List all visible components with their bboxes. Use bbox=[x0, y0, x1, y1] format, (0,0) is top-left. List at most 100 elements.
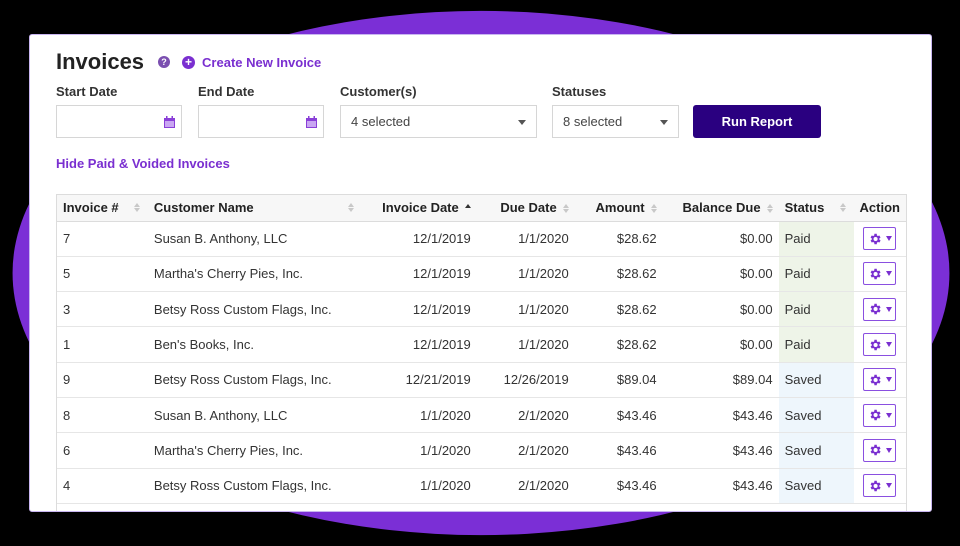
action-cell bbox=[853, 291, 906, 328]
action-cell bbox=[853, 256, 906, 293]
invoice-date: 1/1/2020 bbox=[361, 397, 477, 434]
invoice-number: 9 bbox=[57, 362, 148, 398]
balance-due: $43.46 bbox=[662, 468, 779, 504]
calendar-icon[interactable] bbox=[164, 116, 175, 128]
action-cell bbox=[853, 397, 906, 434]
balance-due: $89.04 bbox=[662, 362, 779, 398]
end-date-label: End Date bbox=[198, 84, 255, 99]
run-report-button[interactable]: Run Report bbox=[693, 105, 821, 138]
sort-icon[interactable] bbox=[766, 204, 773, 214]
row-action-button[interactable] bbox=[863, 227, 897, 251]
gear-icon bbox=[870, 374, 881, 386]
invoice-number: 4 bbox=[57, 468, 148, 504]
invoice-date: 1/1/2020 bbox=[361, 468, 477, 504]
invoice-date: 12/21/2019 bbox=[361, 362, 477, 398]
table-row[interactable]: 5 Martha's Cherry Pies, Inc. 12/1/2019 1… bbox=[57, 256, 906, 293]
invoice-number: 8 bbox=[57, 397, 148, 434]
gear-icon bbox=[870, 339, 881, 350]
create-invoice-label: Create New Invoice bbox=[202, 54, 322, 70]
amount: $28.62 bbox=[574, 291, 663, 328]
customers-value: 4 selected bbox=[351, 114, 411, 129]
table-row[interactable]: 1 Ben's Books, Inc. 12/1/2019 1/1/2020 $… bbox=[57, 326, 906, 363]
status-cell: Saved bbox=[778, 362, 854, 398]
statuses-label: Statuses bbox=[552, 84, 607, 99]
balance-due: $43.46 bbox=[662, 432, 779, 469]
due-date: 1/1/2020 bbox=[476, 326, 575, 363]
col-balance-due[interactable]: Balance Due bbox=[662, 195, 779, 222]
status-cell: Paid bbox=[778, 256, 854, 293]
amount: $43.46 bbox=[574, 397, 663, 434]
invoices-table: Invoice # Customer Name Invoice Date Due… bbox=[56, 194, 907, 511]
status-cell: Paid bbox=[778, 291, 854, 328]
balance-due: $0.00 bbox=[662, 291, 779, 328]
table-row[interactable]: 7 Susan B. Anthony, LLC 12/1/2019 1/1/20… bbox=[57, 221, 906, 257]
col-status[interactable]: Status bbox=[778, 195, 854, 222]
action-cell bbox=[853, 468, 906, 504]
gear-icon bbox=[870, 445, 881, 456]
col-invoice-number[interactable]: Invoice # bbox=[57, 195, 148, 222]
col-due-date[interactable]: Due Date bbox=[476, 195, 575, 222]
balance-due: $0.00 bbox=[662, 221, 779, 257]
status-cell: Saved bbox=[778, 468, 854, 504]
status-cell: Paid bbox=[778, 221, 854, 257]
end-date-input[interactable] bbox=[198, 105, 324, 138]
chevron-down-icon bbox=[885, 236, 892, 242]
row-action-button[interactable] bbox=[863, 262, 897, 286]
table-row[interactable]: 4 Betsy Ross Custom Flags, Inc. 1/1/2020… bbox=[57, 468, 906, 504]
customer-name: Martha's Cherry Pies, Inc. bbox=[147, 432, 362, 469]
row-action-button[interactable] bbox=[863, 474, 897, 498]
row-action-button[interactable] bbox=[863, 297, 897, 321]
gear-icon bbox=[870, 268, 881, 280]
row-action-button[interactable] bbox=[863, 368, 897, 392]
start-date-input[interactable] bbox=[56, 105, 182, 138]
sort-icon[interactable] bbox=[562, 204, 569, 214]
statuses-value: 8 selected bbox=[563, 114, 623, 129]
sort-ascending-icon[interactable] bbox=[464, 204, 471, 213]
amount: $43.46 bbox=[574, 432, 663, 469]
invoice-number: 5 bbox=[57, 256, 148, 293]
col-customer-name[interactable]: Customer Name bbox=[147, 195, 362, 222]
customer-name: Betsy Ross Custom Flags, Inc. bbox=[147, 362, 362, 398]
chevron-down-icon bbox=[885, 483, 892, 489]
sort-icon[interactable] bbox=[133, 203, 140, 212]
sort-icon[interactable] bbox=[839, 203, 846, 212]
statuses-select[interactable]: 8 selected bbox=[552, 105, 679, 138]
customers-select[interactable]: 4 selected bbox=[340, 105, 537, 138]
invoice-date: 12/1/2019 bbox=[361, 291, 477, 328]
row-action-button[interactable] bbox=[863, 438, 897, 462]
action-cell bbox=[853, 432, 906, 469]
chevron-down-icon bbox=[885, 412, 892, 418]
invoice-date: 12/1/2019 bbox=[361, 326, 477, 363]
amount: $89.04 bbox=[574, 362, 663, 398]
balance-due: $0.00 bbox=[662, 326, 779, 363]
invoice-number: 6 bbox=[57, 432, 148, 469]
due-date: 1/1/2020 bbox=[476, 256, 575, 293]
table-row[interactable]: 6 Martha's Cherry Pies, Inc. 1/1/2020 2/… bbox=[57, 432, 906, 469]
status-cell: Saved bbox=[778, 432, 854, 469]
gear-icon bbox=[870, 233, 881, 244]
status-cell: Saved bbox=[778, 397, 854, 434]
action-cell bbox=[853, 362, 906, 398]
row-action-button[interactable] bbox=[863, 333, 897, 357]
table-row[interactable]: 8 Susan B. Anthony, LLC 1/1/2020 2/1/202… bbox=[57, 397, 906, 434]
sort-icon[interactable] bbox=[347, 203, 354, 212]
due-date: 1/1/2020 bbox=[476, 291, 575, 328]
hide-paid-voided-link[interactable]: Hide Paid & Voided Invoices bbox=[56, 156, 230, 171]
due-date: 2/1/2020 bbox=[476, 397, 575, 434]
start-date-label: Start Date bbox=[56, 84, 118, 99]
calendar-icon[interactable] bbox=[306, 116, 317, 128]
customer-name: Betsy Ross Custom Flags, Inc. bbox=[147, 291, 362, 328]
col-invoice-date[interactable]: Invoice Date bbox=[361, 195, 477, 222]
due-date: 1/1/2020 bbox=[476, 221, 575, 257]
table-row[interactable]: 9 Betsy Ross Custom Flags, Inc. 12/21/20… bbox=[57, 362, 906, 398]
sort-icon[interactable] bbox=[650, 204, 657, 214]
help-icon[interactable]: ? bbox=[158, 56, 171, 68]
col-amount[interactable]: Amount bbox=[574, 195, 663, 222]
table-row[interactable]: 3 Betsy Ross Custom Flags, Inc. 12/1/201… bbox=[57, 291, 906, 328]
due-date: 12/26/2019 bbox=[476, 362, 575, 398]
invoice-number: 3 bbox=[57, 291, 148, 328]
customer-name: Ben's Books, Inc. bbox=[147, 326, 362, 363]
chevron-down-icon bbox=[885, 377, 892, 383]
row-action-button[interactable] bbox=[863, 403, 897, 427]
create-invoice-link[interactable]: + Create New Invoice bbox=[182, 55, 321, 70]
